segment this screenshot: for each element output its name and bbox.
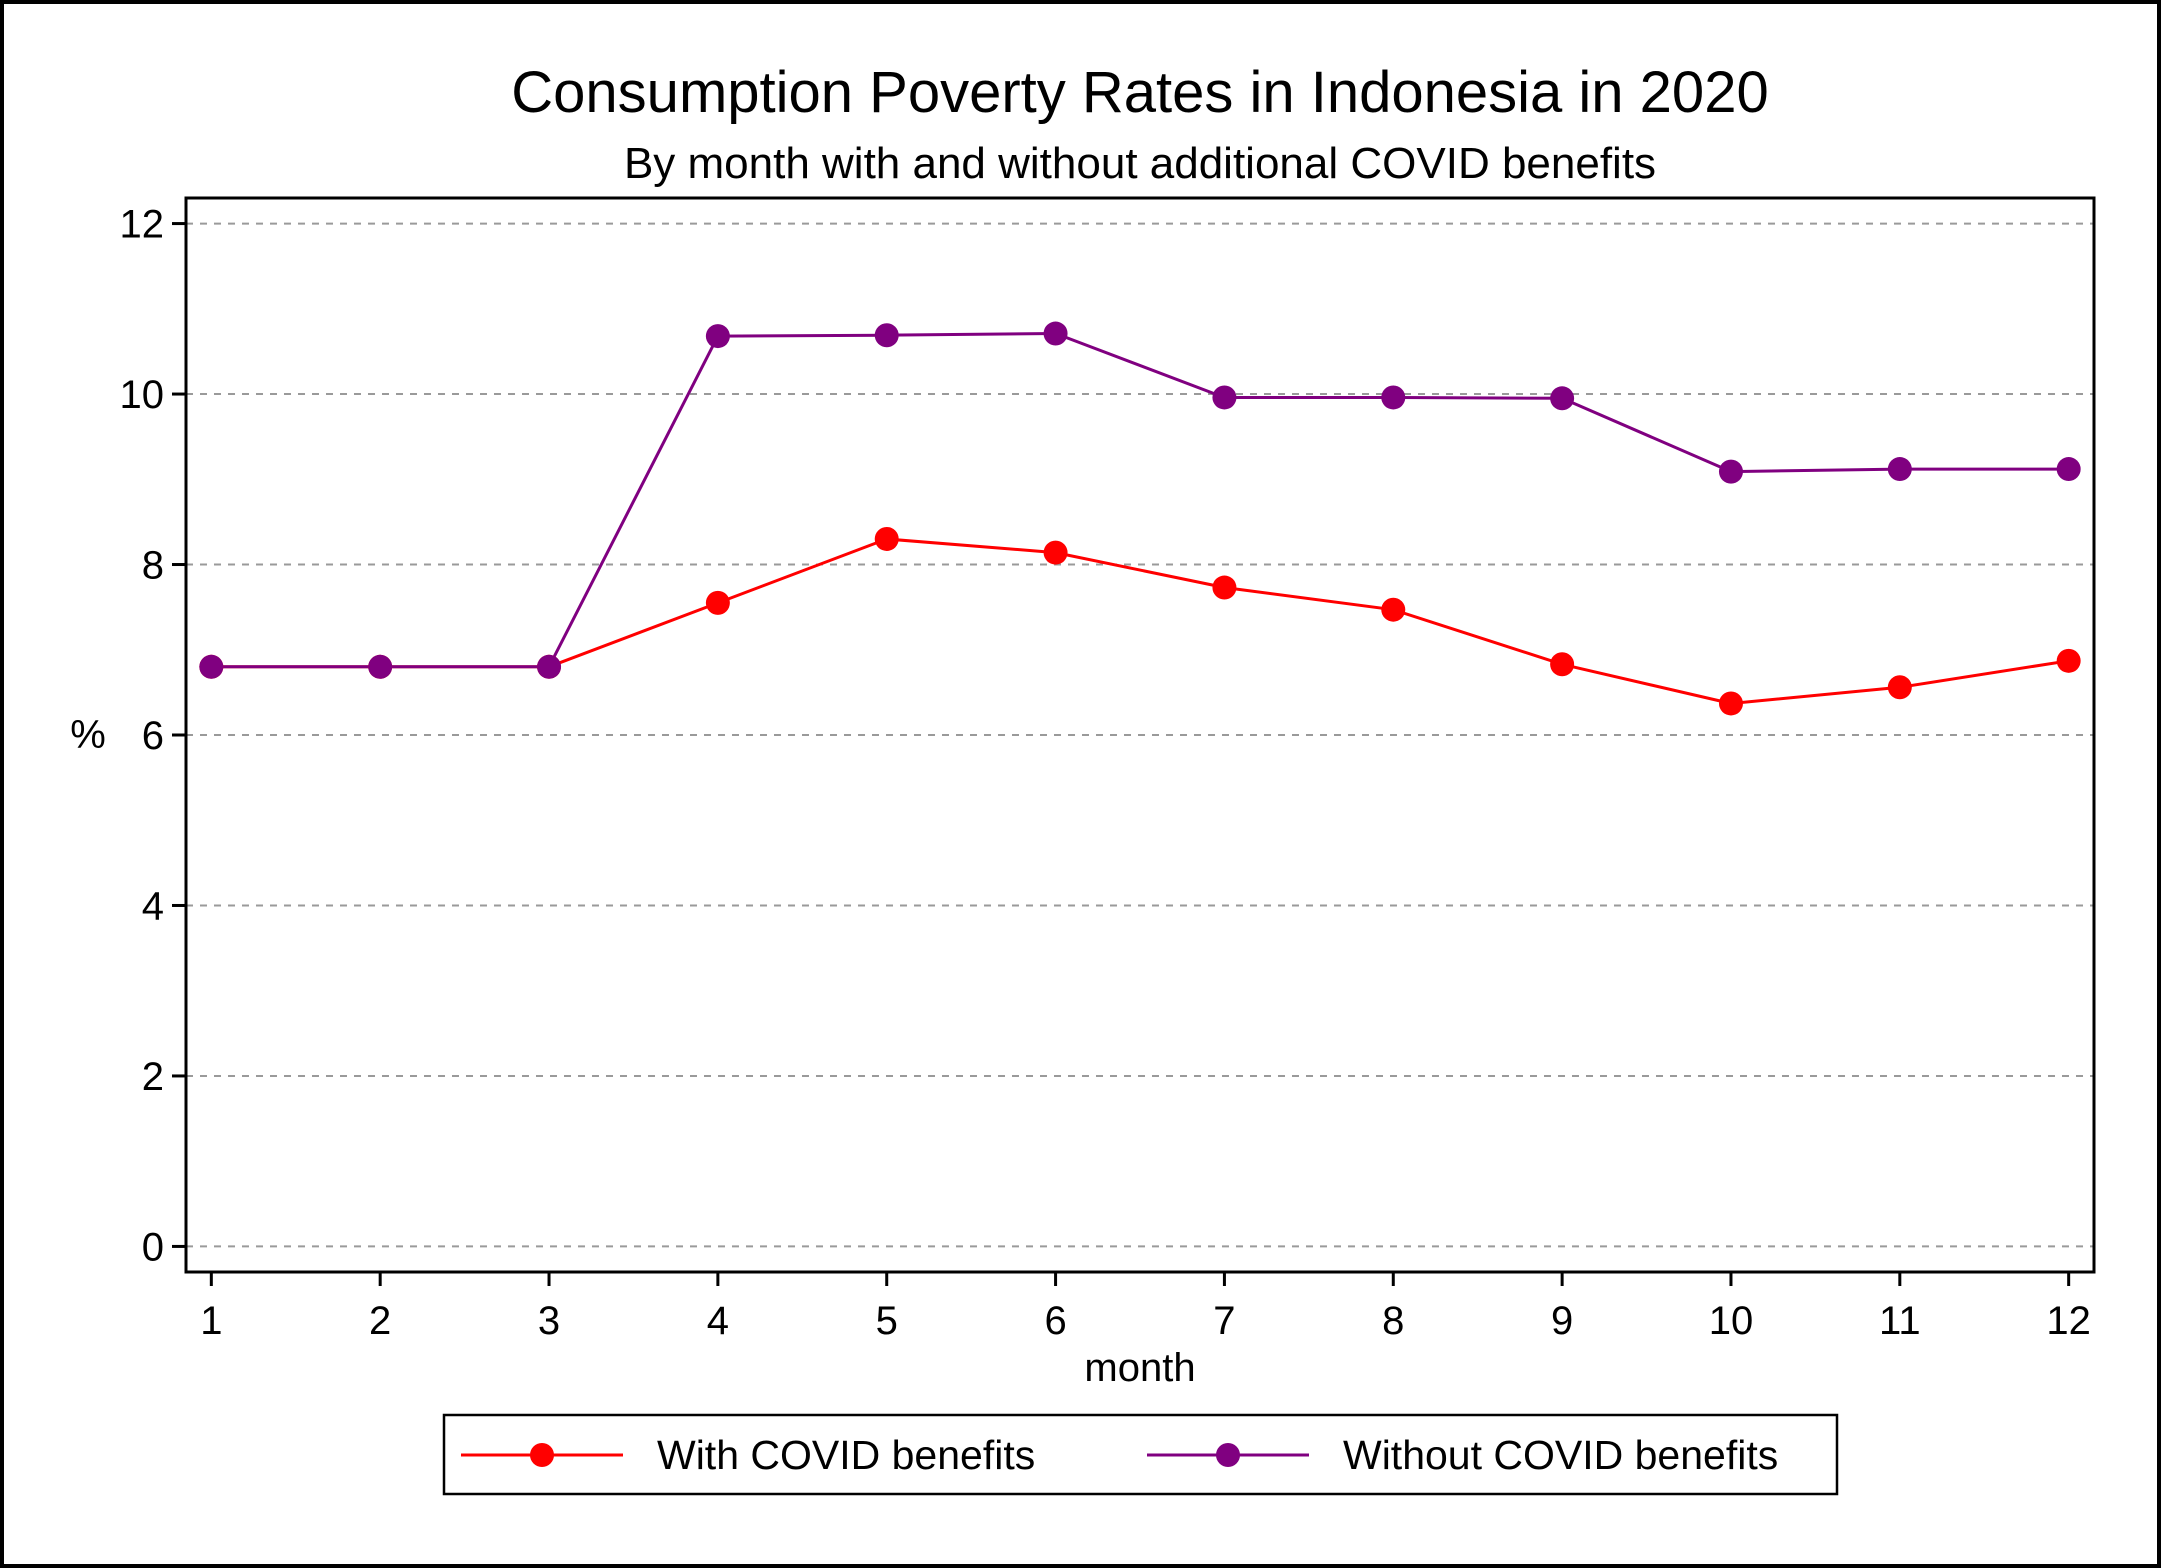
x-tick-label: 10 [1709,1299,1754,1343]
data-point-with-covid [1550,652,1575,677]
x-tick-label: 4 [707,1299,729,1343]
y-tick-label: 0 [142,1225,164,1269]
legend-label-with-covid: With COVID benefits [657,1432,1035,1478]
data-point-with-covid [1887,675,1912,700]
y-tick-label: 4 [142,884,164,928]
x-tick-label: 2 [369,1299,391,1343]
x-tick-label: 3 [538,1299,560,1343]
x-tick-label: 5 [876,1299,898,1343]
y-tick-label: 12 [120,203,165,247]
y-axis-label: % [70,713,106,757]
x-tick-label: 12 [2046,1299,2091,1343]
series-line-without-covid [211,332,2069,669]
y-axis-ticks: 0 2 4 6 8 10 12 [120,203,186,1269]
x-axis-ticks: 1 2 3 4 5 6 7 8 9 10 11 12 [200,1272,2091,1343]
data-point-with-covid [1212,575,1237,600]
legend-marker-without-covid [1216,1443,1240,1467]
x-tick-label: 6 [1044,1299,1066,1343]
x-tick-label: 7 [1213,1299,1235,1343]
data-point-without-covid [199,654,224,679]
x-tick-label: 9 [1551,1299,1573,1343]
x-tick-label: 8 [1382,1299,1404,1343]
chart-subtitle: By month with and without additional COV… [624,139,1656,188]
data-point-with-covid [874,526,899,551]
y-tick-label: 8 [142,544,164,588]
data-point-without-covid [705,324,730,349]
legend: With COVID benefits Without COVID benefi… [442,1413,1839,1496]
plot-area-frame [184,196,2096,1274]
legend-marker-with-covid [530,1443,554,1467]
series-lines [211,332,2069,705]
series-markers [199,321,2081,716]
data-point-without-covid [1381,385,1406,410]
data-point-without-covid [1043,321,1068,346]
legend-box [442,1413,1839,1496]
data-point-without-covid [1718,459,1743,484]
data-point-without-covid [1887,457,1912,482]
data-point-without-covid [2056,457,2081,482]
x-axis-label: month [1084,1346,1195,1390]
data-point-without-covid [1550,386,1575,411]
data-point-without-covid [874,323,899,348]
y-tick-label: 6 [142,714,164,758]
x-tick-label: 1 [200,1299,222,1343]
data-point-with-covid [2056,648,2081,673]
legend-label-without-covid: Without COVID benefits [1343,1432,1778,1478]
chart-title: Consumption Poverty Rates in Indonesia i… [511,60,1768,125]
data-point-without-covid [1212,385,1237,410]
y-tick-label: 10 [120,373,165,417]
y-tick-label: 2 [142,1055,164,1099]
data-point-without-covid [537,654,562,679]
data-point-with-covid [1043,540,1068,565]
data-point-without-covid [368,654,393,679]
x-tick-label: 11 [1879,1299,1921,1343]
data-point-with-covid [1718,691,1743,716]
data-point-with-covid [705,590,730,615]
data-point-with-covid [1381,597,1406,622]
gridlines [186,222,2094,1248]
